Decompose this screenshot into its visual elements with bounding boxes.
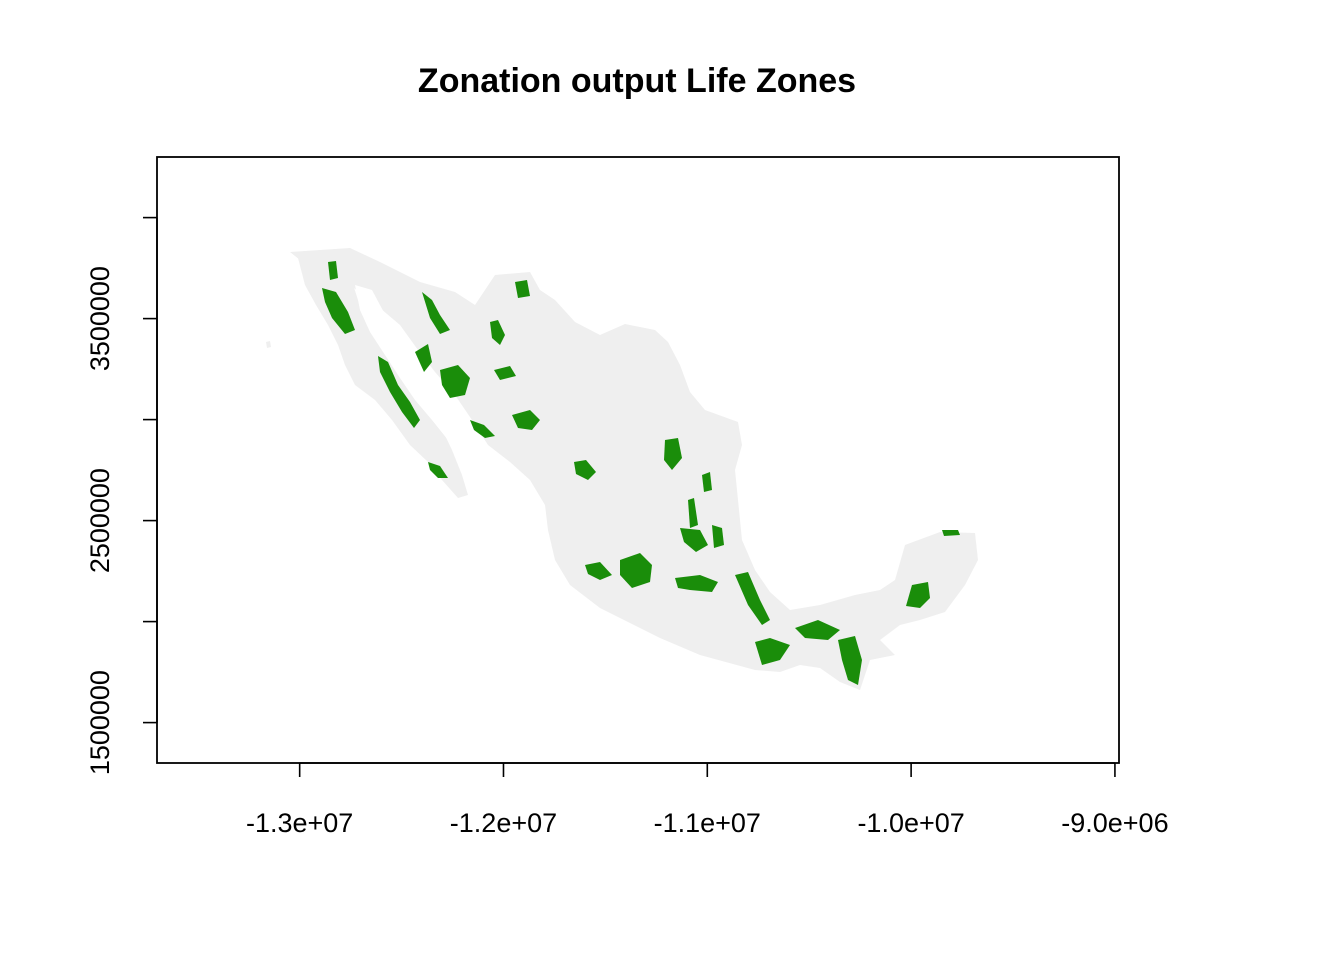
zone-patch	[328, 261, 338, 280]
zone-patch	[470, 420, 495, 438]
zone-patch	[702, 472, 712, 492]
zone-patch	[688, 498, 698, 528]
zone-patch	[378, 356, 420, 428]
x-tick-label: -1.0e+07	[857, 808, 964, 838]
zone-patch	[494, 366, 516, 380]
zone-patch	[322, 288, 355, 334]
zone-patch	[680, 528, 708, 552]
y-tick-label: 2500000	[85, 468, 115, 573]
zone-patch	[512, 410, 540, 430]
plot-title: Zonation output Life Zones	[418, 62, 856, 100]
y-tick-label: 1500000	[85, 670, 115, 775]
zone-patch	[490, 320, 505, 345]
zone-patch	[942, 530, 960, 536]
zone-patch	[795, 620, 840, 640]
zone-patch	[735, 572, 770, 625]
zone-patch	[428, 462, 448, 478]
x-tick-label: -1.3e+07	[246, 808, 353, 838]
x-tick-label: -1.1e+07	[654, 808, 761, 838]
gulf-of-california	[355, 285, 470, 458]
x-axis: -1.3e+07 -1.2e+07 -1.1e+07 -1.0e+07 -9.0e+06	[246, 762, 1169, 838]
y-axis: 1500000 2500000 3500000	[85, 216, 158, 775]
island-shape	[266, 341, 271, 348]
zone-patch	[906, 582, 930, 608]
y-tick-label: 3500000	[85, 266, 115, 371]
x-tick-label: -1.2e+07	[450, 808, 557, 838]
zone-patch	[712, 525, 724, 548]
zone-patch	[675, 575, 718, 592]
zone-patch	[422, 292, 450, 334]
mainland-shape	[290, 248, 978, 690]
x-tick-label: -9.0e+06	[1061, 808, 1168, 838]
zone-patch	[515, 280, 530, 298]
zone-patch	[574, 460, 596, 480]
priority-zones	[322, 261, 960, 685]
zone-patch	[585, 562, 612, 580]
zone-patch	[620, 553, 652, 588]
zone-patch	[838, 636, 862, 685]
zone-patch	[440, 365, 470, 398]
zone-patch	[755, 638, 790, 665]
zone-patch	[415, 344, 432, 372]
zone-patch	[664, 438, 682, 470]
